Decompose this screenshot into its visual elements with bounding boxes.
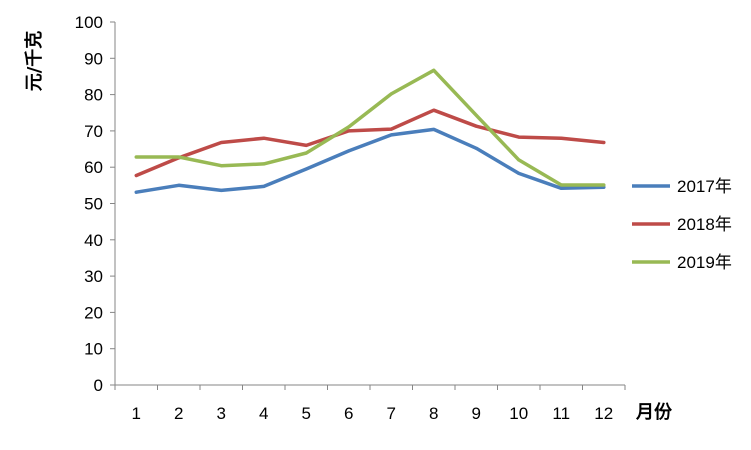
y-tick-label: 100 — [75, 13, 103, 32]
data-point-2018-8 — [432, 108, 436, 112]
x-tick-label: 10 — [509, 404, 528, 423]
x-tick-label: 11 — [552, 404, 570, 423]
x-tick-label: 6 — [344, 404, 353, 423]
y-tick-label: 50 — [84, 195, 103, 214]
y-tick-label: 40 — [84, 231, 103, 250]
x-axis: 1 2 3 4 5 6 7 8 9 10 11 12 — [114, 384, 626, 423]
data-point-2017-6 — [347, 149, 351, 153]
data-point-2019-11 — [559, 183, 563, 187]
x-axis-title: 月份 — [635, 401, 673, 423]
y-tick-label: 0 — [94, 376, 103, 395]
data-point-2017-8 — [432, 127, 436, 131]
x-tick-label: 9 — [472, 404, 481, 423]
data-point-2017-11 — [559, 186, 563, 190]
data-point-2019-5 — [304, 151, 308, 155]
data-point-2019-12 — [602, 183, 606, 187]
data-point-2017-3 — [219, 188, 223, 192]
x-tick-label: 7 — [387, 404, 396, 423]
data-point-2017-1 — [134, 190, 138, 194]
x-tick-label: 8 — [429, 404, 438, 423]
data-point-2018-6 — [347, 129, 351, 133]
data-point-2018-12 — [602, 141, 606, 145]
data-point-2019-8 — [432, 68, 436, 72]
data-point-2019-3 — [219, 164, 223, 168]
data-point-2017-10 — [517, 171, 521, 175]
y-tick-label: 20 — [84, 303, 103, 322]
data-point-2017-2 — [177, 183, 181, 187]
data-point-2017-4 — [262, 184, 266, 188]
x-tick-label: 4 — [259, 404, 268, 423]
y-tick-label: 90 — [84, 49, 103, 68]
x-tick-label: 2 — [174, 404, 183, 423]
legend-label: 2017年 — [677, 177, 732, 196]
series-line-2018 — [134, 108, 606, 178]
data-point-2019-4 — [262, 162, 266, 166]
data-point-2018-4 — [262, 136, 266, 140]
y-axis-title: 元/千克 — [23, 31, 45, 92]
y-axis: 0 10 20 30 40 50 60 70 80 90 100 — [75, 13, 116, 395]
data-point-2019-6 — [347, 125, 351, 129]
legend-label: 2018年 — [677, 215, 732, 234]
data-point-2017-7 — [389, 133, 393, 137]
series-line-2017 — [134, 127, 606, 194]
data-point-2017-5 — [304, 167, 308, 171]
data-point-2017-9 — [474, 146, 478, 150]
y-tick-label: 80 — [84, 86, 103, 105]
y-tick-label: 30 — [84, 267, 103, 286]
y-tick-label: 10 — [84, 340, 103, 359]
series-line-2019 — [134, 68, 606, 187]
data-point-2018-5 — [304, 143, 308, 147]
legend: 2017年 2018年 2019年 — [632, 177, 732, 272]
y-tick-label: 60 — [84, 158, 103, 177]
data-point-2019-7 — [389, 92, 393, 96]
data-point-2019-10 — [517, 158, 521, 162]
legend-label: 2019年 — [677, 253, 732, 272]
x-tick-label: 12 — [594, 404, 613, 423]
data-point-2019-1 — [134, 155, 138, 159]
data-point-2018-1 — [134, 174, 138, 178]
data-point-2018-10 — [517, 135, 521, 139]
data-point-2018-9 — [474, 124, 478, 128]
data-point-2019-9 — [474, 113, 478, 117]
data-point-2018-7 — [389, 127, 393, 131]
series-lines — [134, 68, 606, 194]
data-point-2018-3 — [219, 141, 223, 145]
x-tick-label: 1 — [132, 404, 141, 423]
x-tick-label: 5 — [302, 404, 311, 423]
y-tick-label: 70 — [84, 122, 103, 141]
data-point-2018-11 — [559, 136, 563, 140]
x-tick-label: 3 — [217, 404, 226, 423]
data-point-2019-2 — [177, 155, 181, 159]
